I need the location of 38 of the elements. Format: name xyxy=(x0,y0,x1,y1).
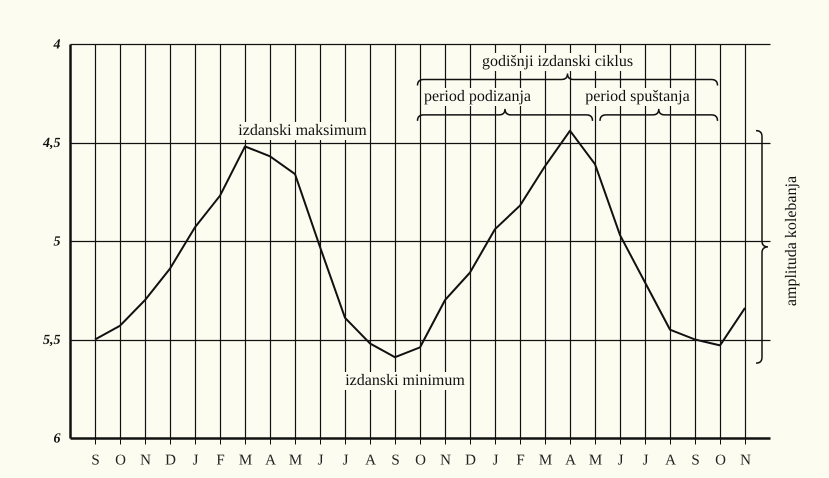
x-tick-label: M xyxy=(588,452,602,468)
x-tick-label: A xyxy=(665,452,676,468)
annotation: period podizanja xyxy=(420,88,534,106)
x-tick-label: A xyxy=(365,452,376,468)
y-tick-label: 5,5 xyxy=(43,333,60,348)
y-tick-label: 4 xyxy=(52,38,60,52)
y-tick-label: 4,5 xyxy=(42,136,60,151)
x-tick-label: S xyxy=(391,452,400,468)
x-tick-label: S xyxy=(91,452,100,468)
x-tick-label: O xyxy=(115,452,126,468)
x-tick-label: J xyxy=(318,452,324,468)
annotation: godišnji izdanski ciklus xyxy=(478,52,636,71)
x-tick-label: M xyxy=(288,452,302,468)
annotation: period spuštanja xyxy=(582,88,693,106)
x-tick-label: J xyxy=(618,452,624,468)
x-tick-label: N xyxy=(440,452,452,468)
x-tick-label: A xyxy=(565,452,576,468)
x-tick-label: N xyxy=(740,452,752,468)
x-tick-label: A xyxy=(265,452,276,468)
y-tick-label: 5 xyxy=(54,234,60,250)
x-tick-label: D xyxy=(465,452,476,468)
y-tick-label: 6 xyxy=(54,432,60,446)
annotation: izdanski maksimum xyxy=(235,122,370,140)
x-tick-label: J xyxy=(642,452,649,468)
x-tick-label: F xyxy=(516,452,525,468)
x-tick-label: J xyxy=(342,452,349,468)
text: amplituda kolebanja xyxy=(783,172,801,310)
x-tick-label: O xyxy=(715,452,726,468)
x-tick-label: O xyxy=(415,452,426,468)
x-tick-label: J xyxy=(192,452,199,468)
x-tick-label: M xyxy=(538,452,552,468)
x-tick-label: F xyxy=(216,452,225,468)
x-tick-label: N xyxy=(140,452,152,468)
x-tick-label: S xyxy=(691,452,700,468)
x-tick-label: J xyxy=(492,452,499,468)
x-tick-label: M xyxy=(238,452,252,468)
x-tick-label: D xyxy=(165,452,176,468)
annotation: izdanski minimum xyxy=(342,372,468,390)
